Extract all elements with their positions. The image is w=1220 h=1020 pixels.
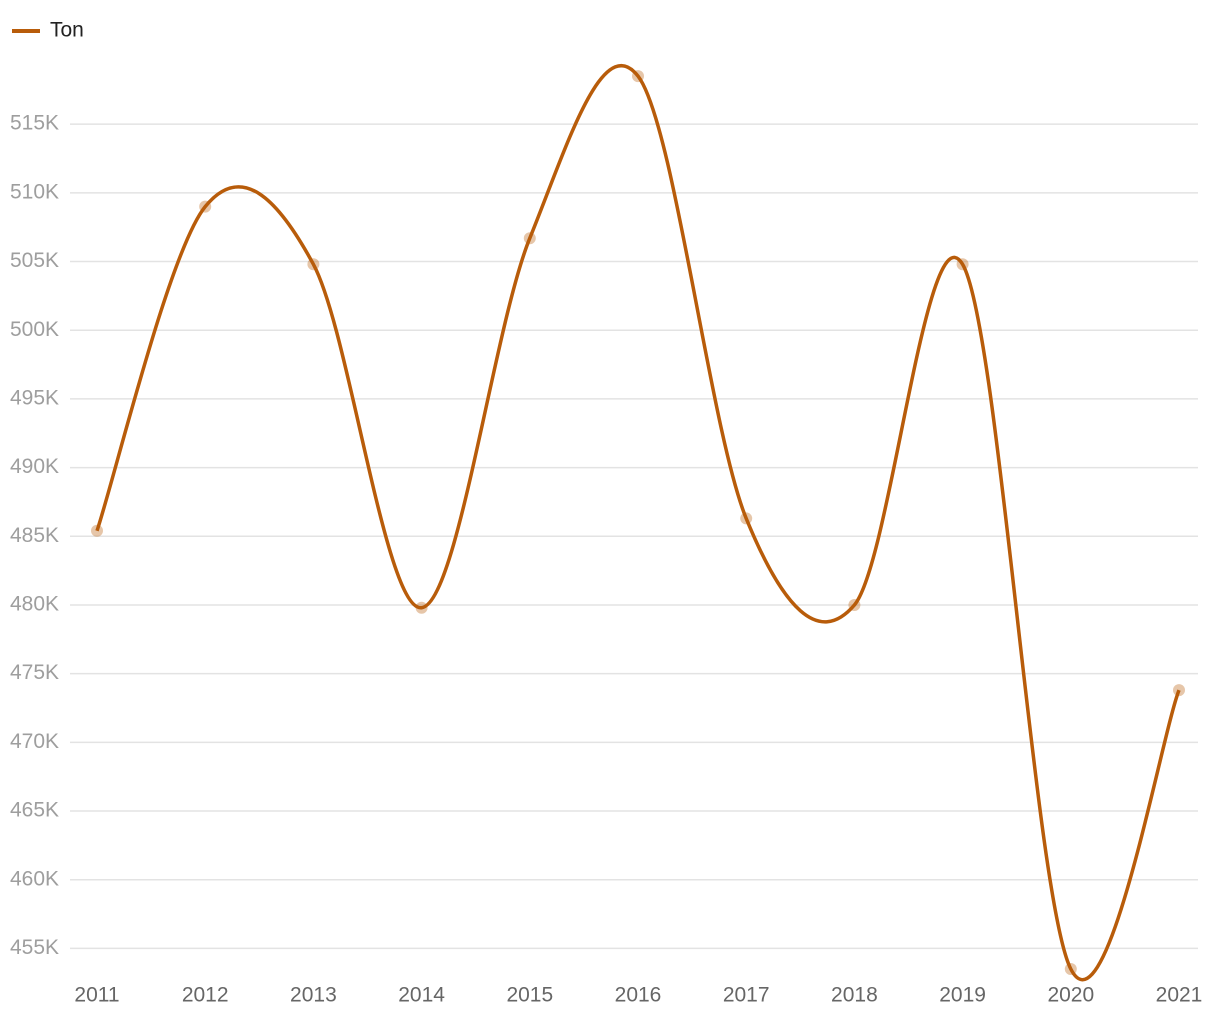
x-tick-label: 2019 [939, 984, 986, 1007]
y-tick-label: 490K [10, 455, 59, 478]
y-tick-label: 465K [10, 799, 59, 822]
y-tick-label: 485K [10, 524, 59, 547]
y-tick-label: 505K [10, 249, 59, 272]
y-tick-label: 510K [10, 180, 59, 203]
x-tick-label: 2014 [398, 984, 445, 1007]
x-tick-label: 2015 [506, 984, 553, 1007]
x-tick-label: 2017 [723, 984, 770, 1007]
x-tick-label: 2011 [74, 984, 119, 1007]
data-line [95, 64, 1181, 982]
x-tick-label: 2012 [182, 984, 229, 1007]
y-tick-label: 455K [10, 936, 59, 959]
legend-label: Ton [50, 19, 84, 42]
y-tick-label: 460K [10, 867, 59, 890]
y-tick-label: 495K [10, 386, 59, 409]
x-tick-label: 2021 [1156, 984, 1203, 1007]
x-tick-label: 2018 [831, 984, 878, 1007]
y-tick-label: 480K [10, 593, 59, 616]
y-tick-label: 475K [10, 661, 59, 684]
x-tick-label: 2013 [290, 984, 337, 1007]
x-tick-label: 2016 [615, 984, 662, 1007]
y-tick-label: 515K [10, 112, 59, 135]
y-tick-label: 470K [10, 730, 59, 753]
x-tick-label: 2020 [1047, 984, 1094, 1007]
y-tick-label: 500K [10, 318, 59, 341]
